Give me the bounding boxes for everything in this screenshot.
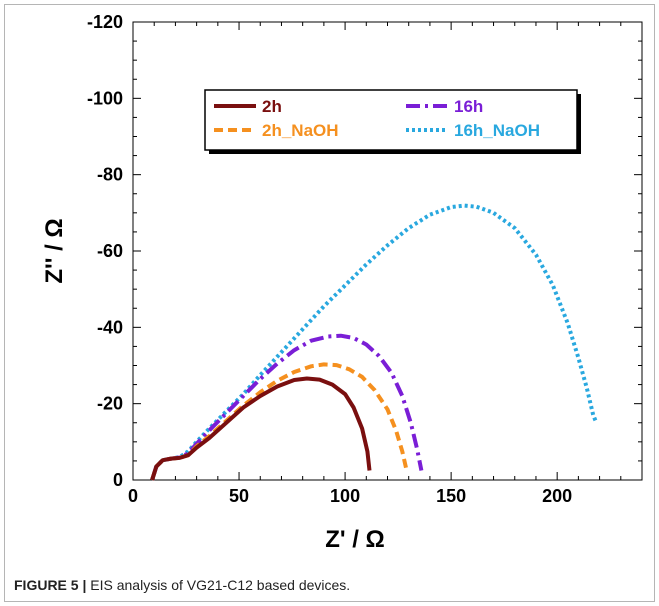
axis-ticks: 0 50 100 150 200 0 -20 -40 -60 -80 -100 -120 [87,12,642,506]
legend-label-16h: 16h [454,97,483,116]
x-axis-label: Z' / Ω [325,526,385,553]
legend: 2h 16h 2h_NaOH 16h_NaOH [204,89,581,154]
x-tick-label: 150 [436,486,466,506]
legend-label-2h: 2h [262,97,282,116]
series-line-16h-naoh [150,203,599,481]
series-line-2h [150,376,372,481]
x-tick-label: 0 [128,486,138,506]
legend-items: 2h 16h 2h_NaOH 16h_NaOH [214,97,540,140]
caption-label: FIGURE 5 | [14,577,87,593]
caption-text: EIS analysis of VG21-C12 based devices. [86,577,351,593]
legend-label-16h-naoh: 16h_NaOH [454,121,540,140]
x-tick-label: 50 [229,486,249,506]
y-tick-label: 0 [113,470,123,490]
series-layer [150,203,599,481]
y-tick-label: -120 [87,12,123,32]
y-tick-label: -60 [97,241,123,261]
series-line-2h-naoh [150,362,409,481]
legend-label-2h-naoh: 2h_NaOH [262,121,339,140]
x-tick-label: 200 [542,486,572,506]
y-axis-label: Z'' / Ω [41,218,68,283]
legend-box [204,89,578,151]
y-tick-label: -80 [97,165,123,185]
x-tick-label: 100 [330,486,360,506]
figure-caption: FIGURE 5 | EIS analysis of VG21-C12 base… [14,577,350,593]
y-tick-label: -20 [97,394,123,414]
y-tick-label: -40 [97,317,123,337]
y-tick-label: -100 [87,88,123,108]
